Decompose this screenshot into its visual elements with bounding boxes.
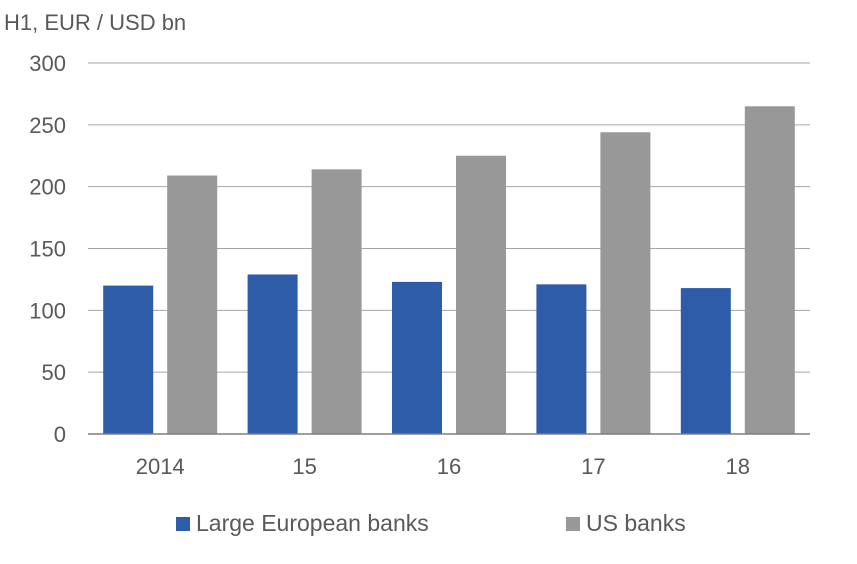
bar-us-2014: [167, 175, 218, 434]
y-tick-label: 100: [29, 298, 66, 323]
bar-chart: 0 50 100 150 200 250 300 2014 15 16 17 18: [29, 51, 810, 479]
y-tick-label: 250: [29, 113, 66, 138]
x-tick-label: 2014: [136, 454, 185, 479]
x-tick-label: 17: [581, 454, 605, 479]
x-tick-label: 18: [726, 454, 750, 479]
legend-item-european: Large European banks: [176, 510, 429, 537]
bar-us-18: [744, 106, 795, 435]
bar-european-17: [536, 284, 587, 434]
legend-swatch-european: [176, 516, 190, 531]
x-axis: 2014 15 16 17 18: [88, 433, 810, 479]
bar-european-2014: [103, 285, 154, 434]
bar-european-16: [392, 281, 442, 434]
bars: [103, 106, 795, 435]
legend-swatch-us: [566, 516, 580, 531]
bar-us-15: [311, 169, 362, 434]
y-tick-label: 50: [42, 360, 66, 385]
bar-us-16: [456, 155, 506, 434]
y-tick-label: 300: [29, 51, 66, 76]
bar-us-17: [600, 132, 651, 434]
legend-item-us: US banks: [566, 510, 686, 537]
y-axis-unit-label: H1, EUR / USD bn: [4, 10, 187, 35]
x-tick-label: 15: [292, 454, 316, 479]
legend-label-us: US banks: [586, 510, 686, 536]
legend-label-european: Large European banks: [196, 510, 429, 536]
legend: Large European banks US banks: [0, 510, 857, 542]
bar-european-15: [247, 274, 298, 434]
bar-european-18: [680, 288, 731, 434]
y-tick-label: 200: [29, 175, 66, 200]
y-tick-label: 0: [54, 422, 66, 447]
y-tick-label: 150: [29, 237, 66, 262]
x-tick-label: 16: [437, 454, 461, 479]
y-axis-ticks: 0 50 100 150 200 250 300: [29, 51, 66, 447]
